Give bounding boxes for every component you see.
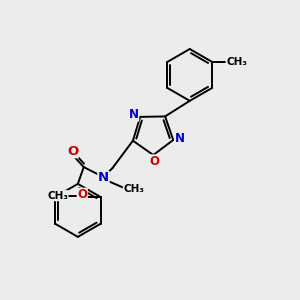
Text: O: O [150, 155, 160, 168]
Text: N: N [98, 172, 109, 184]
Text: CH₃: CH₃ [123, 184, 144, 194]
Text: O: O [77, 188, 87, 201]
Text: N: N [175, 132, 185, 145]
Text: CH₃: CH₃ [47, 190, 68, 201]
Text: CH₃: CH₃ [226, 57, 247, 67]
Text: O: O [67, 145, 78, 158]
Text: N: N [129, 108, 139, 121]
